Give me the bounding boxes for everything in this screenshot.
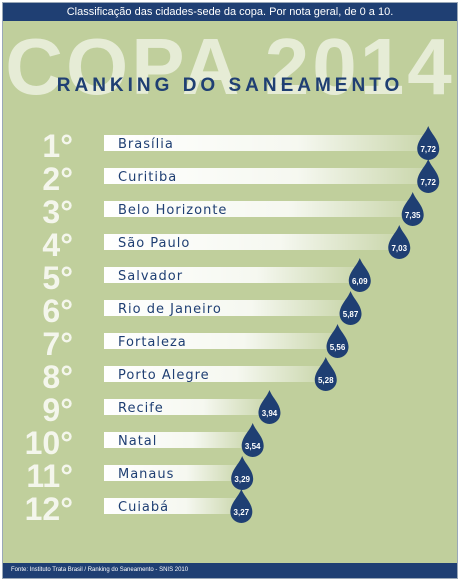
rank-label: 9° <box>42 392 73 428</box>
rank-label: 7° <box>42 326 73 362</box>
score-bar <box>104 465 243 481</box>
water-drop-icon <box>417 126 440 160</box>
water-drop-icon <box>417 159 440 193</box>
rank-label: 8° <box>42 359 73 395</box>
rank-label: 1° <box>42 128 73 164</box>
value-label: 3,54 <box>245 442 261 451</box>
rank-label: 3° <box>42 194 73 230</box>
rank-label: 12° <box>25 491 73 527</box>
value-label: 7,72 <box>420 178 436 187</box>
water-drop-icon <box>241 423 264 457</box>
background-title: COPA 2014 <box>5 22 455 111</box>
value-label: 3,29 <box>234 475 250 484</box>
caption-bar: Classificação das cidades-sede da copa. … <box>3 3 457 21</box>
score-bar <box>104 135 429 151</box>
city-label: Curitiba <box>118 170 177 185</box>
water-drop-icon <box>388 225 411 259</box>
value-label: 5,56 <box>330 343 346 352</box>
value-label: 7,72 <box>420 145 436 154</box>
water-drop-icon <box>326 324 349 358</box>
source-text: Fonte: Instituto Trata Brasil / Ranking … <box>11 567 189 573</box>
rank-label: 5° <box>42 260 73 296</box>
rank-label: 11° <box>26 458 73 494</box>
source-footer: Fonte: Instituto Trata Brasil / Ranking … <box>3 563 457 578</box>
value-label: 5,87 <box>343 310 359 319</box>
water-drop-icon <box>258 390 281 424</box>
city-label: Rio de Janeiro <box>118 302 222 317</box>
water-drop-icon <box>348 258 371 292</box>
city-label: Belo Horizonte <box>118 203 227 218</box>
city-label: Cuiabá <box>118 500 169 515</box>
water-drop-icon <box>231 456 254 490</box>
water-drop-icon <box>314 357 337 391</box>
rank-label: 6° <box>42 293 73 329</box>
rank-label: 4° <box>42 227 73 263</box>
score-bar <box>104 300 351 316</box>
city-label: Natal <box>118 434 157 449</box>
chart-title: RANKING DO SANEAMENTO <box>56 75 404 96</box>
score-bar <box>104 234 400 250</box>
city-label: Fortaleza <box>118 335 187 350</box>
city-label: Salvador <box>118 269 183 284</box>
value-label: 7,03 <box>391 244 407 253</box>
city-label: Porto Alegre <box>118 368 210 383</box>
value-label: 3,27 <box>234 508 250 517</box>
score-bar <box>104 366 326 382</box>
value-label: 3,94 <box>262 409 278 418</box>
water-drop-icon <box>401 192 424 226</box>
value-label: 7,35 <box>405 211 421 220</box>
score-bar <box>104 498 242 514</box>
score-bar <box>104 399 270 415</box>
city-label: Recife <box>118 401 164 416</box>
city-label: São Paulo <box>118 236 190 251</box>
score-bar <box>104 267 360 283</box>
ranking-chart: 1° Brasília 7,72 2° Curitiba 7,72 3° Belo Horiz… <box>25 126 440 527</box>
city-label: Brasília <box>118 137 174 152</box>
water-drop-icon <box>339 291 362 325</box>
score-bar <box>104 432 253 448</box>
caption-text: Classificação das cidades-sede da copa. … <box>66 6 394 18</box>
rank-label: 10° <box>25 425 73 461</box>
score-bar <box>104 333 338 349</box>
rank-label: 2° <box>42 161 73 197</box>
city-label: Manaus <box>118 467 174 482</box>
score-bar <box>104 201 413 217</box>
value-label: 6,09 <box>352 277 368 286</box>
value-label: 5,28 <box>318 376 334 385</box>
water-drop-icon <box>230 489 253 523</box>
score-bar <box>104 168 429 184</box>
